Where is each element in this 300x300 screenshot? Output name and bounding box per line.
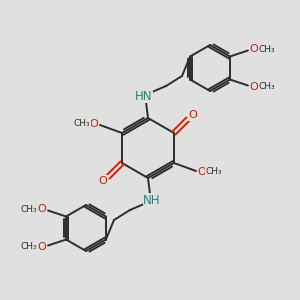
Text: CH₃: CH₃ (74, 119, 90, 128)
Text: O: O (250, 82, 258, 92)
Text: O: O (99, 176, 107, 186)
Text: CH₃: CH₃ (206, 167, 222, 176)
Text: HN: HN (135, 89, 153, 103)
Text: O: O (38, 242, 46, 251)
Text: O: O (38, 205, 46, 214)
Text: O: O (198, 167, 206, 177)
Text: CH₃: CH₃ (21, 242, 38, 251)
Text: CH₃: CH₃ (259, 45, 275, 54)
Text: O: O (189, 110, 197, 120)
Text: CH₃: CH₃ (21, 205, 38, 214)
Text: CH₃: CH₃ (259, 82, 275, 91)
Text: O: O (90, 119, 98, 129)
Text: NH: NH (143, 194, 161, 206)
Text: O: O (250, 44, 258, 55)
